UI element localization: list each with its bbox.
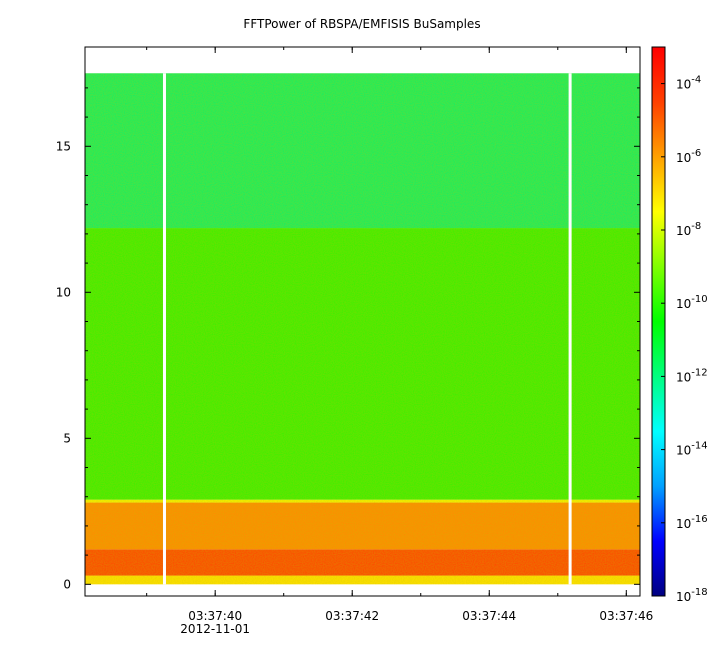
colorbar-gradient — [652, 47, 665, 596]
x-tick-label-0: 03:37:40 — [188, 609, 242, 623]
colorbar: 10-4 10-6 10-8 10-10 10-12 10-14 10-16 10-18 — [651, 46, 708, 604]
y-tick-label-5: 5 — [63, 431, 71, 445]
colorbar-tick-label-2: 10-8 — [676, 221, 701, 238]
spectral-noise-texture — [85, 73, 640, 585]
chart-title: FFTPower of RBSPA/EMFISIS BuSamples — [243, 17, 481, 31]
plot-area — [85, 47, 640, 596]
y-tick-label-0: 0 — [63, 577, 71, 591]
x-tick-label-3: 03:37:46 — [599, 609, 653, 623]
x-tick-label-2: 03:37:44 — [462, 609, 516, 623]
y-tick-label-10: 10 — [56, 285, 71, 299]
colorbar-tick-label-0: 10-4 — [676, 75, 701, 92]
colorbar-tick-label-3: 10-10 — [676, 294, 708, 311]
x-date-label: 2012-11-01 — [180, 622, 250, 636]
colorbar-frame — [651, 46, 666, 597]
colorbar-tick-label-7: 10-18 — [676, 587, 708, 604]
data-gap-0 — [162, 73, 166, 585]
colorbar-tick-label-5: 10-14 — [676, 441, 708, 458]
axes: 0 5 10 15 03:37:40 03:37:42 03:37:44 03:37:46 20… — [56, 46, 653, 636]
y-tick-label-15: 15 — [56, 139, 71, 153]
x-tick-label-1: 03:37:42 — [325, 609, 379, 623]
data-gap-1 — [568, 73, 572, 585]
colorbar-tick-label-4: 10-12 — [676, 367, 708, 384]
colorbar-tick-label-1: 10-6 — [676, 148, 701, 165]
colorbar-tick-label-6: 10-16 — [676, 514, 708, 531]
